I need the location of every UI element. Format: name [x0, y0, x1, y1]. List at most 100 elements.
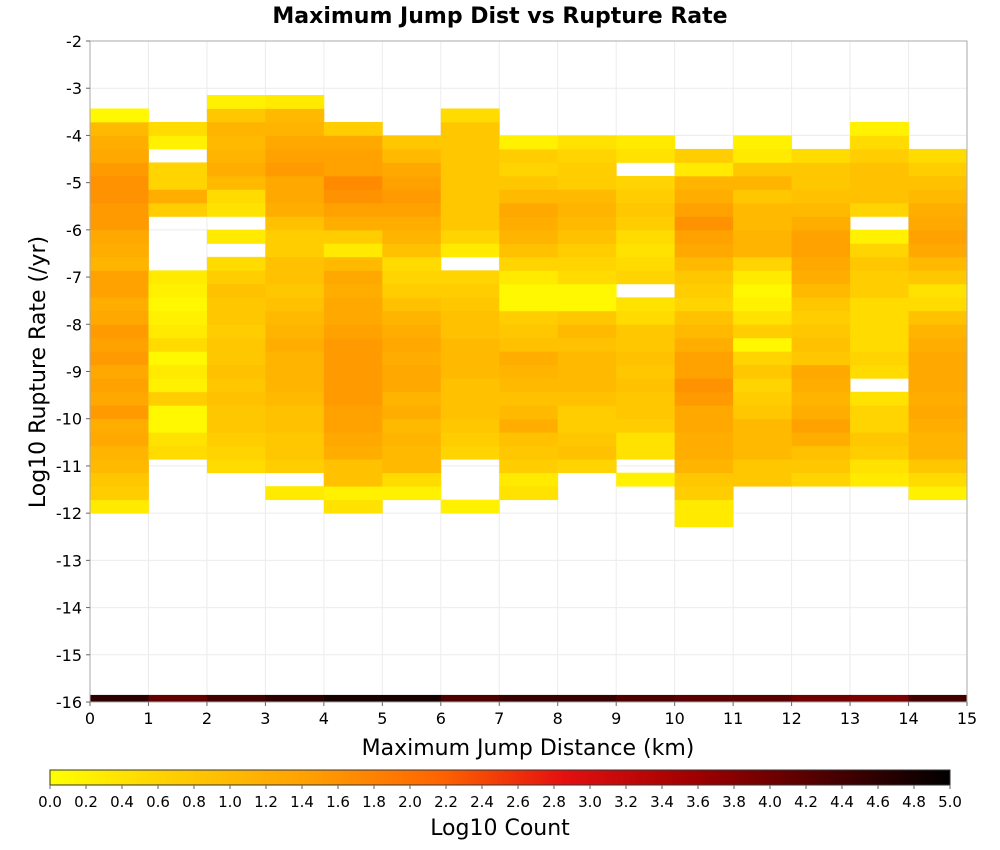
heatmap-cell — [440, 351, 500, 366]
heatmap-cell — [382, 391, 442, 406]
heatmap-cell — [90, 486, 149, 501]
heatmap-cell — [499, 337, 559, 352]
heatmap-cell — [206, 108, 266, 123]
heatmap-cell — [616, 391, 676, 406]
heatmap-cell — [440, 270, 500, 285]
y-axis-label: Log10 Rupture Rate (/yr) — [26, 236, 51, 508]
heatmap-cell — [206, 256, 266, 271]
heatmap-cell — [616, 445, 676, 460]
heatmap-cell — [382, 297, 442, 312]
heatmap-cell — [90, 432, 149, 447]
x-tick-label: 5 — [377, 709, 387, 728]
heatmap-cell — [323, 175, 383, 190]
heatmap-cell — [499, 324, 559, 339]
heatmap-cell — [323, 162, 383, 177]
heatmap-cell — [323, 432, 383, 447]
heatmap-cell — [90, 351, 149, 366]
heatmap-cell — [791, 351, 851, 366]
x-tick-label: 8 — [553, 709, 563, 728]
heatmap-cell — [206, 364, 266, 379]
heatmap-cell — [557, 256, 617, 271]
heatmap-cell — [265, 229, 325, 244]
heatmap-cell-bottom — [791, 694, 851, 702]
heatmap-cell — [382, 324, 442, 339]
heatmap-cell — [265, 270, 325, 285]
heatmap-cell — [557, 189, 617, 204]
heatmap-cell — [908, 216, 968, 231]
heatmap-cell — [499, 283, 559, 298]
heatmap-cell — [90, 148, 149, 163]
heatmap-cell — [148, 445, 208, 460]
heatmap-cell — [557, 270, 617, 285]
y-tick-label: -3 — [66, 79, 82, 98]
x-tick-label: 14 — [898, 709, 918, 728]
heatmap-cell — [323, 135, 383, 150]
heatmap-cell — [382, 162, 442, 177]
heatmap-cell — [206, 418, 266, 433]
heatmap-cell — [499, 351, 559, 366]
heatmap-cell — [733, 378, 792, 393]
heatmap-cell — [850, 432, 909, 447]
heatmap-cell — [850, 324, 909, 339]
heatmap-cell — [148, 337, 208, 352]
heatmap-cell — [674, 283, 734, 298]
heatmap-cell — [791, 459, 851, 474]
heatmap-cell — [148, 351, 208, 366]
heatmap-cell — [206, 121, 266, 136]
heatmap-cell — [323, 270, 383, 285]
heatmap-cell — [382, 432, 442, 447]
y-tick-label: -2 — [66, 32, 82, 51]
heatmap-cell — [674, 256, 734, 271]
heatmap-cell — [382, 189, 442, 204]
heatmap-cell — [557, 459, 617, 474]
heatmap-cell — [265, 108, 325, 123]
colorbar-tick-label: 0.6 — [146, 793, 170, 811]
heatmap-cell — [499, 391, 559, 406]
heatmap-cell — [90, 499, 149, 514]
heatmap-cell — [148, 121, 208, 136]
heatmap-cell — [323, 378, 383, 393]
heatmap-cell — [557, 162, 617, 177]
heatmap-cell — [616, 216, 676, 231]
heatmap-cell — [733, 297, 792, 312]
heatmap-cell-bottom — [674, 694, 734, 702]
heatmap-cell — [557, 310, 617, 325]
colorbar-tick-label: 0.2 — [74, 793, 98, 811]
colorbar-tick-label: 4.8 — [902, 793, 926, 811]
heatmap-cell — [908, 175, 968, 190]
heatmap-cell-bottom — [323, 694, 383, 702]
heatmap-cell — [557, 445, 617, 460]
heatmap-cell — [265, 94, 325, 109]
heatmap-cell — [908, 405, 968, 420]
heatmap-cell — [674, 472, 734, 487]
colorbar-tick-label: 2.2 — [434, 793, 458, 811]
heatmap-cell — [557, 135, 617, 150]
heatmap-cell — [616, 418, 676, 433]
heatmap-cell-bottom — [557, 694, 617, 702]
heatmap-cell — [616, 432, 676, 447]
heatmap-cell — [733, 256, 792, 271]
heatmap-cell — [90, 243, 149, 258]
heatmap-cell — [323, 418, 383, 433]
heatmap-cell — [908, 148, 968, 163]
heatmap-cell — [908, 432, 968, 447]
heatmap-cell — [850, 189, 909, 204]
heatmap-cell — [616, 202, 676, 217]
heatmap-cell — [440, 148, 500, 163]
heatmap-cell — [265, 135, 325, 150]
heatmap-cell — [791, 432, 851, 447]
heatmap-cell — [90, 324, 149, 339]
heatmap-cell — [206, 459, 266, 474]
heatmap-cell — [148, 418, 208, 433]
y-tick-label: -11 — [56, 457, 82, 476]
heatmap-cell — [323, 391, 383, 406]
colorbar-tick-label: 2.4 — [470, 793, 494, 811]
heatmap-cell — [791, 270, 851, 285]
heatmap-cell — [382, 202, 442, 217]
heatmap-cell — [850, 283, 909, 298]
heatmap-cell — [791, 418, 851, 433]
heatmap-cell — [616, 364, 676, 379]
heatmap-cell — [791, 229, 851, 244]
heatmap-cell — [674, 310, 734, 325]
heatmap-cell — [733, 324, 792, 339]
